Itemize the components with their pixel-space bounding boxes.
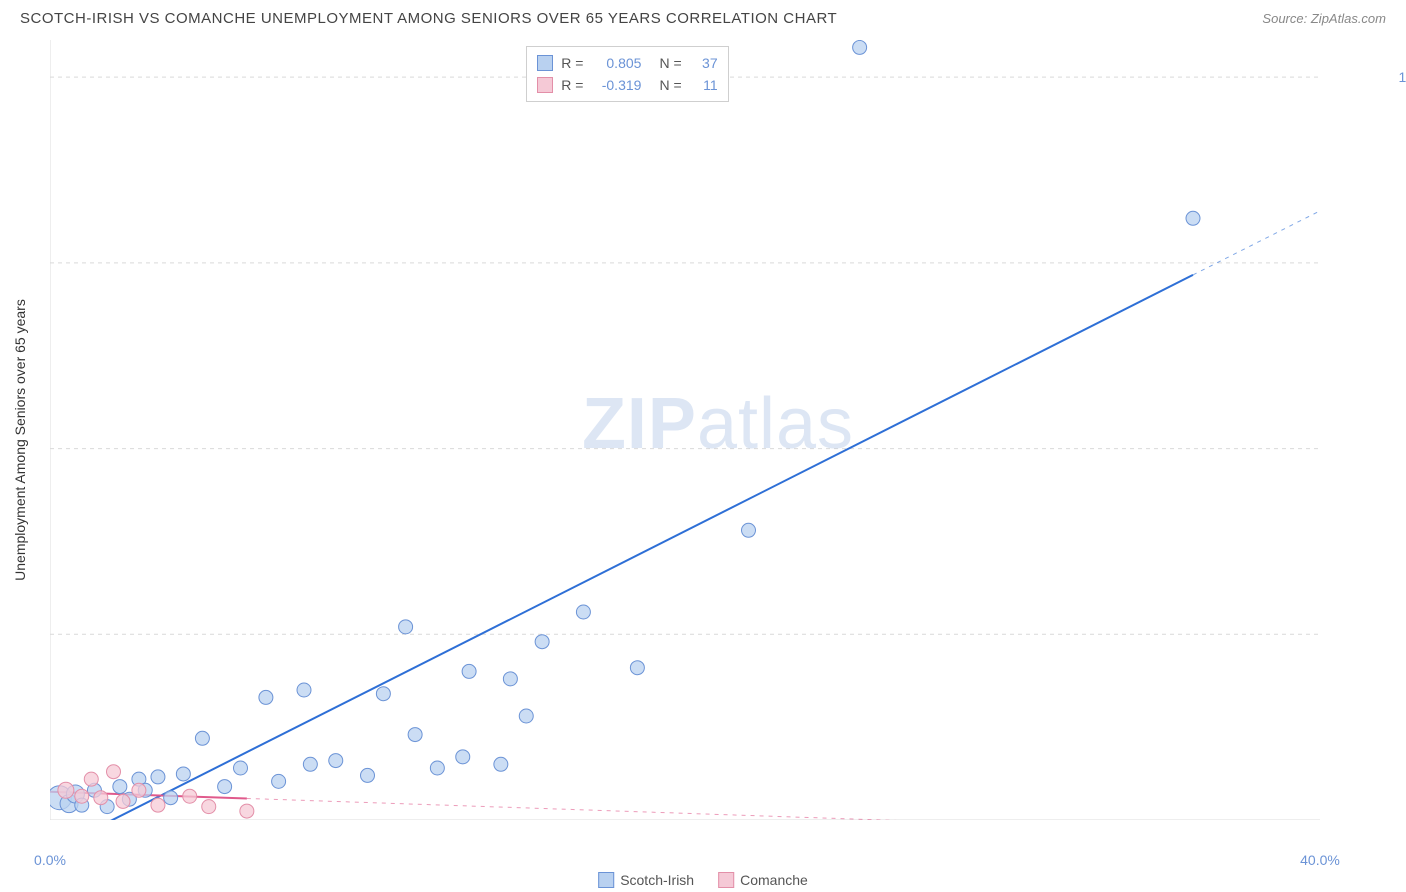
scatter-point	[234, 761, 248, 775]
n-value: 37	[690, 52, 718, 74]
legend-label: Scotch-Irish	[620, 872, 694, 888]
scatter-point	[742, 523, 756, 537]
legend-item: Scotch-Irish	[598, 872, 694, 888]
source-label: Source:	[1262, 11, 1307, 26]
scatter-point	[361, 768, 375, 782]
scatter-point	[272, 774, 286, 788]
scatter-point	[853, 40, 867, 54]
scatter-point	[84, 772, 98, 786]
scatter-point	[176, 767, 190, 781]
series-swatch-icon	[537, 77, 553, 93]
scatter-point	[494, 757, 508, 771]
scatter-point	[259, 690, 273, 704]
scatter-point	[164, 791, 178, 805]
correlation-legend: R = 0.805 N = 37 R = -0.319 N = 11	[526, 46, 728, 102]
scatter-point	[195, 731, 209, 745]
chart-area: Unemployment Among Seniors over 65 years…	[50, 40, 1386, 840]
r-label: R =	[561, 74, 583, 96]
scatter-point	[183, 789, 197, 803]
scatter-point	[408, 728, 422, 742]
scatter-point	[430, 761, 444, 775]
n-value: 11	[690, 74, 718, 96]
chart-header: SCOTCH-IRISH VS COMANCHE UNEMPLOYMENT AM…	[0, 0, 1406, 31]
y-axis-label: Unemployment Among Seniors over 65 years	[12, 299, 28, 581]
correlation-row: R = 0.805 N = 37	[537, 52, 717, 74]
n-label: N =	[659, 52, 681, 74]
scatter-point	[630, 661, 644, 675]
scatter-point	[303, 757, 317, 771]
scatter-point	[94, 791, 108, 805]
scatter-point	[113, 780, 127, 794]
x-tick-label: 0.0%	[34, 852, 66, 868]
scatter-point	[107, 765, 121, 779]
r-value: -0.319	[591, 74, 641, 96]
scatter-point	[329, 754, 343, 768]
scatter-point	[202, 800, 216, 814]
scatter-point	[151, 798, 165, 812]
scatter-point	[376, 687, 390, 701]
scatter-point	[519, 709, 533, 723]
scatter-point	[75, 789, 89, 803]
series-legend: Scotch-Irish Comanche	[598, 872, 808, 888]
scatter-point	[240, 804, 254, 818]
legend-item: Comanche	[718, 872, 808, 888]
correlation-row: R = -0.319 N = 11	[537, 74, 717, 96]
legend-label: Comanche	[740, 872, 808, 888]
scatter-point	[576, 605, 590, 619]
r-value: 0.805	[591, 52, 641, 74]
scatter-point	[535, 635, 549, 649]
x-tick-label: 40.0%	[1300, 852, 1340, 868]
series-swatch-icon	[537, 55, 553, 71]
scatter-point	[218, 780, 232, 794]
chart-source: Source: ZipAtlas.com	[1262, 11, 1386, 26]
scatter-point	[116, 794, 130, 808]
scatter-point	[462, 664, 476, 678]
scatter-point	[503, 672, 517, 686]
scatter-point	[132, 783, 146, 797]
source-value: ZipAtlas.com	[1311, 11, 1386, 26]
scatter-point	[1186, 211, 1200, 225]
legend-swatch-icon	[598, 872, 614, 888]
scatter-point	[399, 620, 413, 634]
scatter-point	[151, 770, 165, 784]
legend-swatch-icon	[718, 872, 734, 888]
scatter-point	[297, 683, 311, 697]
r-label: R =	[561, 52, 583, 74]
y-tick-label: 100.0%	[1399, 69, 1406, 85]
scatter-point	[58, 782, 74, 798]
scatter-plot	[50, 40, 1320, 820]
n-label: N =	[659, 74, 681, 96]
scatter-point	[456, 750, 470, 764]
chart-title: SCOTCH-IRISH VS COMANCHE UNEMPLOYMENT AM…	[20, 10, 837, 27]
